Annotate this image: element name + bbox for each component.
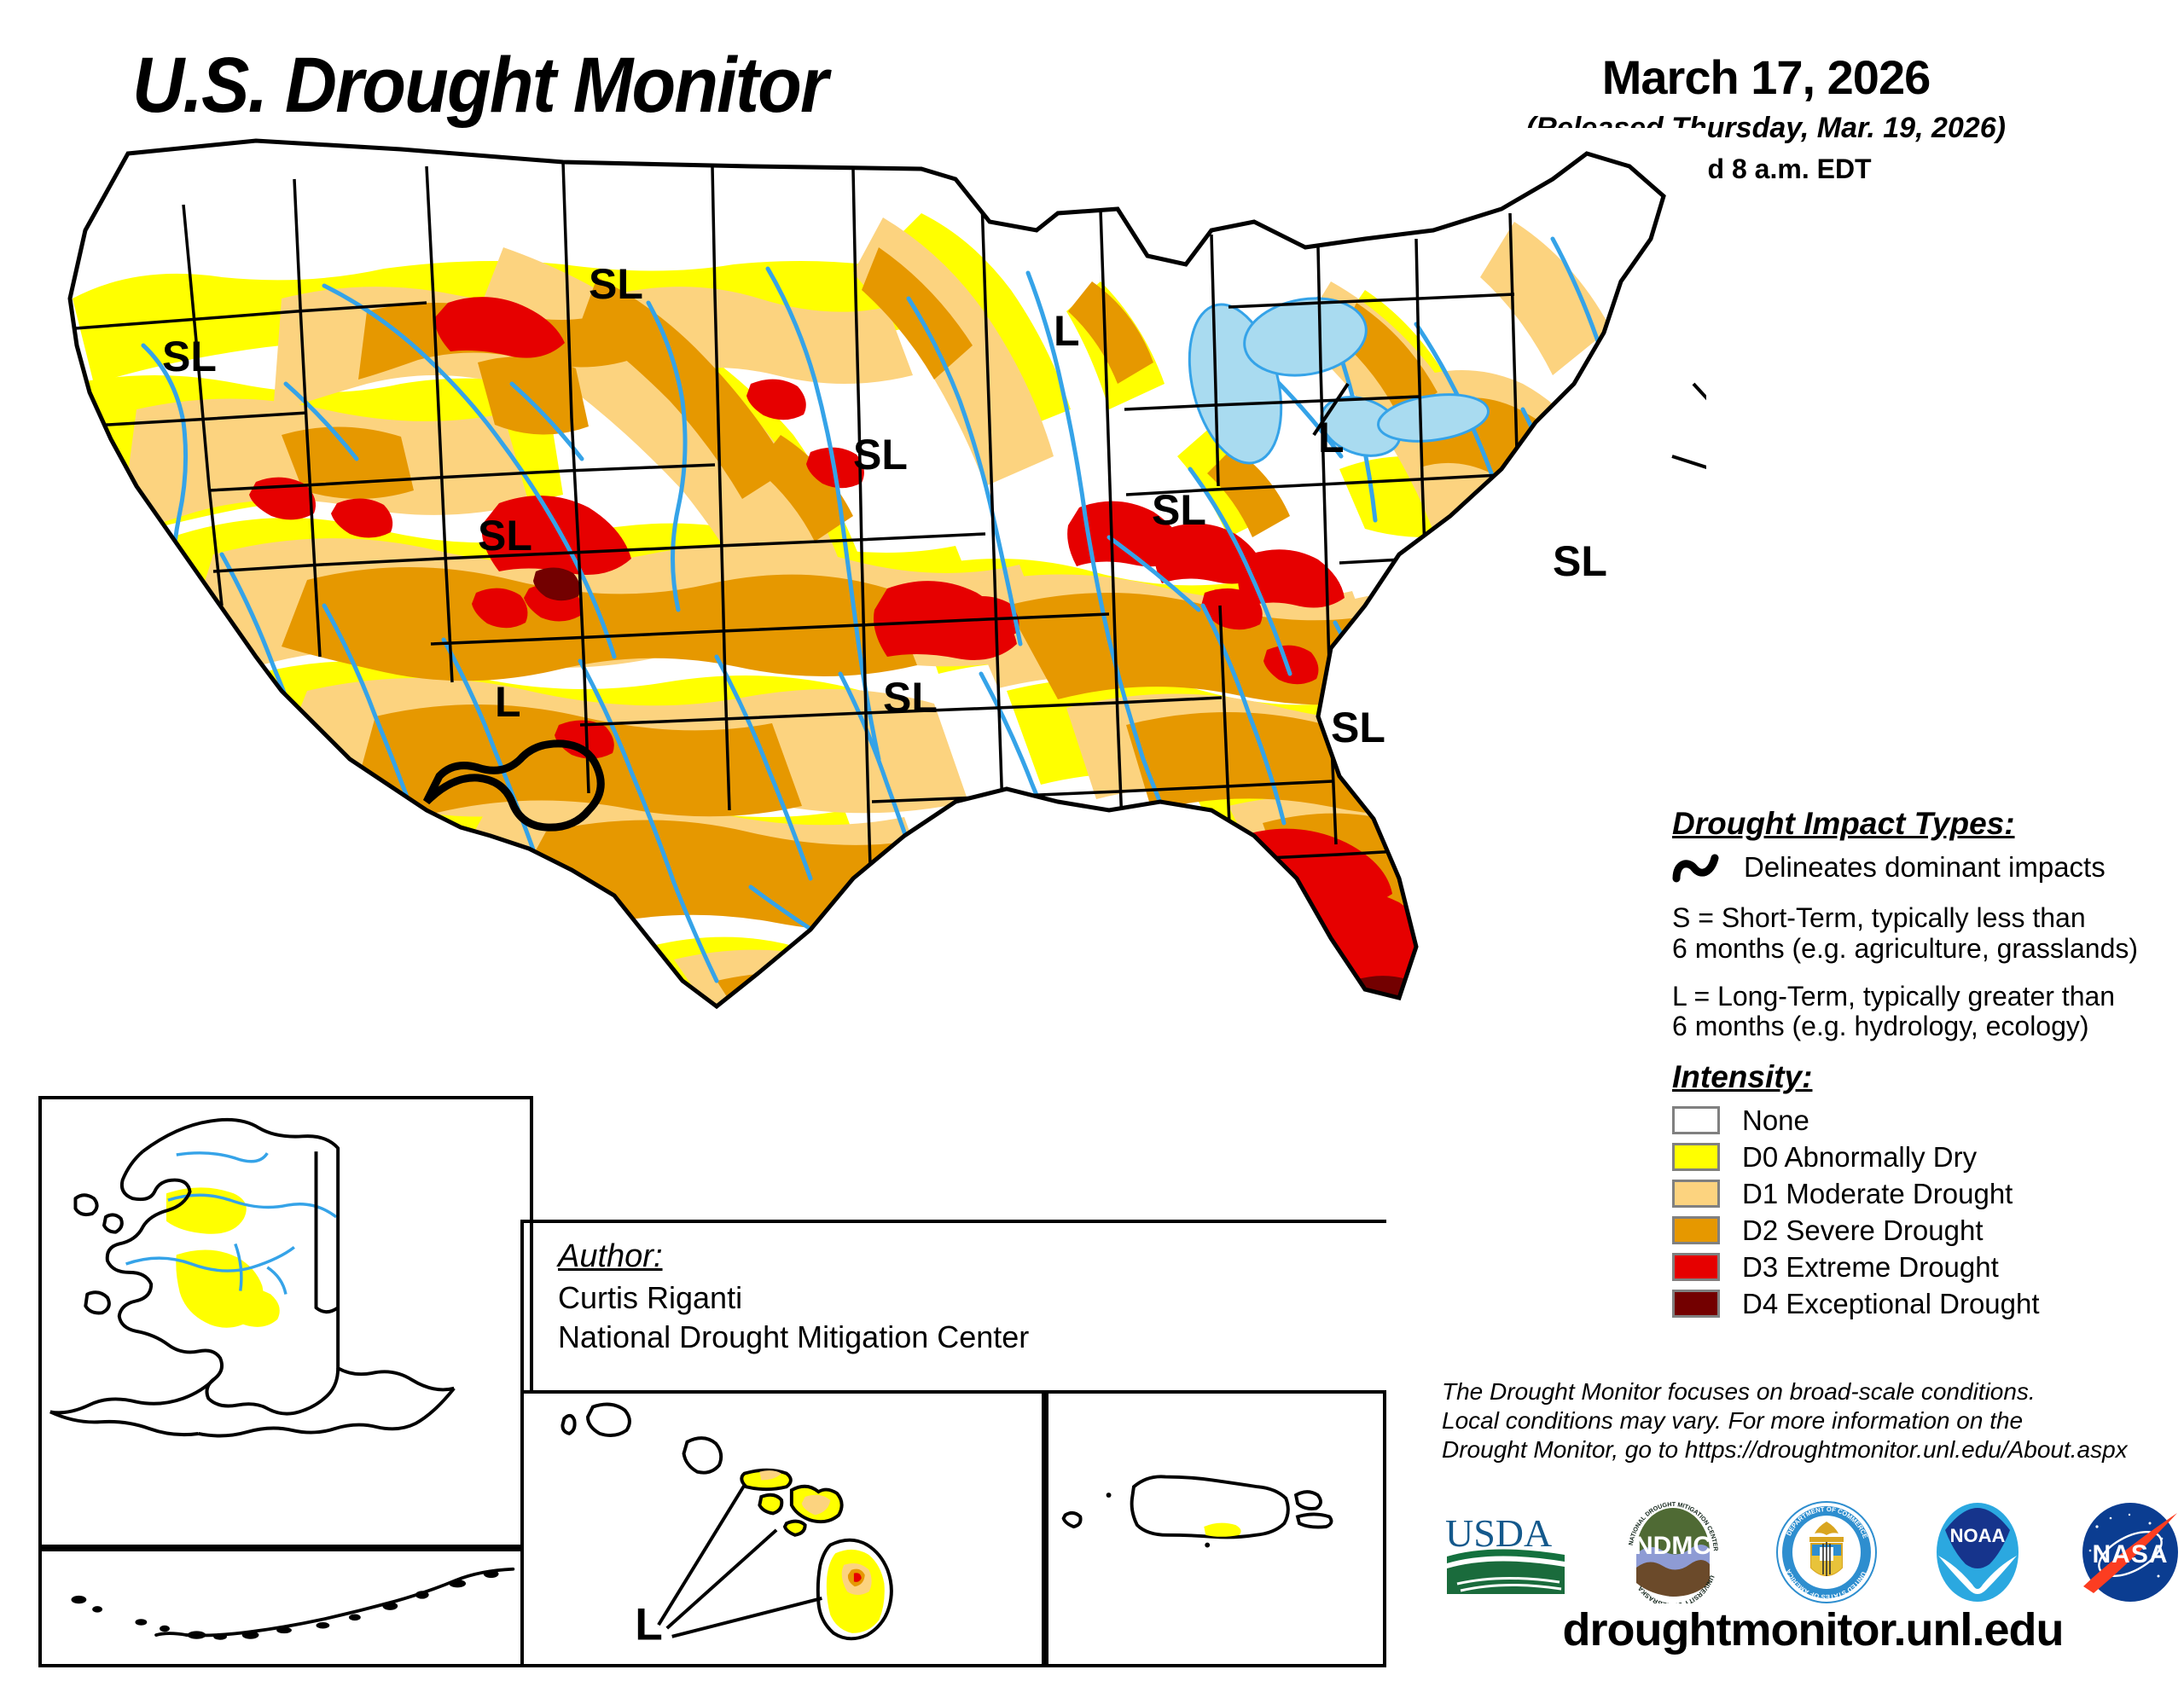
agency-logos: USDA NDMC NATIONAL DROUGHT MITIGATION CE… xyxy=(1442,1501,2184,1603)
map-impact-label-oregon: SL xyxy=(162,333,217,380)
intensity-heading: Intensity: xyxy=(1672,1059,1813,1095)
usda-logo: USDA xyxy=(1445,1511,1565,1594)
intensity-swatch xyxy=(1672,1106,1720,1135)
author-label: Author: xyxy=(558,1238,663,1274)
author-name: Curtis Riganti xyxy=(558,1280,743,1315)
svg-text:NDMC: NDMC xyxy=(1635,1532,1711,1560)
valid-date: March 17, 2026 xyxy=(1601,50,1931,104)
long-term-line2: 6 months (e.g. hydrology, ecology) xyxy=(1672,1011,2089,1042)
intensity-legend-item: D0 Abnormally Dry xyxy=(1672,1139,2175,1175)
intensity-label: D4 Exceptional Drought xyxy=(1742,1287,2040,1319)
intensity-swatch xyxy=(1672,1216,1720,1245)
map-impact-label-utah: SL xyxy=(478,512,532,559)
intensity-legend-item: D3 Extreme Drought xyxy=(1672,1249,2175,1285)
delineates-impacts-row: Delineates dominant impacts xyxy=(1672,850,2175,884)
intensity-label: D2 Severe Drought xyxy=(1742,1214,1984,1246)
squiggle-icon xyxy=(1672,854,1719,883)
page-title: U.S. Drought Monitor xyxy=(132,42,828,129)
intensity-swatch xyxy=(1672,1290,1720,1319)
legend-panel: Drought Impact Types: Delineates dominan… xyxy=(1672,806,2175,1322)
intensity-legend-item: None xyxy=(1672,1102,2175,1139)
short-term-line2: 6 months (e.g. agriculture, grasslands) xyxy=(1672,932,2139,964)
map-impact-label-minnesota: L xyxy=(1054,307,1080,355)
intensity-legend-list: None D0 Abnormally Dry D1 Moderate Drought… xyxy=(1672,1102,2175,1322)
intensity-legend-item: D2 Severe Drought xyxy=(1672,1212,2175,1249)
map-impact-label-texas-north: SL xyxy=(883,674,938,722)
hawaii-inset-map: L xyxy=(520,1390,1045,1667)
short-term-line1: S = Short-Term, typically less than xyxy=(1672,902,2086,933)
map-impact-label-illinois: SL xyxy=(1152,486,1206,534)
aleutian-inset-map xyxy=(38,1548,533,1667)
svg-text:NASA: NASA xyxy=(2092,1540,2168,1568)
hawaii-label-L: L xyxy=(635,1600,663,1650)
svg-text:NOAA: NOAA xyxy=(1949,1525,2005,1546)
delineates-impacts-label: Delineates dominant impacts xyxy=(1744,851,2106,883)
intensity-label: None xyxy=(1742,1104,1809,1136)
disclaimer-text: The Drought Monitor focuses on broad-sca… xyxy=(1442,1377,2184,1464)
intensity-label: D1 Moderate Drought xyxy=(1742,1177,2013,1209)
noaa-logo: NOAA xyxy=(1936,1503,2018,1602)
drought-impact-types-heading: Drought Impact Types: xyxy=(1672,806,2015,841)
intensity-swatch xyxy=(1672,1143,1720,1172)
intensity-label: D0 Abnormally Dry xyxy=(1742,1140,1978,1173)
long-term-line1: L = Long-Term, typically greater than xyxy=(1672,980,2116,1012)
map-impact-label-arizona: L xyxy=(495,678,521,726)
intensity-legend-item: D1 Moderate Drought xyxy=(1672,1175,2175,1212)
long-term-definition: L = Long-Term, typically greater than 6 … xyxy=(1672,980,2175,1043)
intensity-swatch xyxy=(1672,1253,1720,1282)
doc-logo: DEPARTMENT OF COMMERCE UNITED STATES OF … xyxy=(1776,1501,1877,1603)
tribal-boundary xyxy=(422,739,605,832)
nasa-logo: NASA xyxy=(2082,1503,2178,1602)
intensity-legend-item: D4 Exceptional Drought xyxy=(1672,1285,2175,1322)
date-block: March 17, 2026 (Released Thursday, Mar. … xyxy=(1493,49,2039,185)
disclaimer-line-3: Drought Monitor, go to https://droughtmo… xyxy=(1442,1436,2128,1464)
alaska-inset-map xyxy=(38,1096,533,1548)
intensity-swatch xyxy=(1672,1180,1720,1209)
ndmc-logo: NDMC NATIONAL DROUGHT MITIGATION CENTER … xyxy=(1623,1501,1722,1603)
author-box: Author: Curtis Riganti National Drought … xyxy=(520,1220,1386,1390)
map-impact-labels: SLSLLSLSLSLLSLLSLSLLSL xyxy=(162,260,1607,751)
map-impact-label-nebraska: SL xyxy=(853,431,908,478)
map-impact-label-montana: SL xyxy=(589,260,643,308)
conus-drought-map: SLSLLSLSLSLLSLLSLSLLSL xyxy=(0,128,1706,1339)
website-url: droughtmonitor.unl.edu xyxy=(1562,1604,2065,1655)
intensity-label: D3 Extreme Drought xyxy=(1742,1250,1999,1283)
author-org: National Drought Mitigation Center xyxy=(558,1319,1030,1354)
svg-text:USDA: USDA xyxy=(1445,1511,1552,1555)
disclaimer-line-1: The Drought Monitor focuses on broad-sca… xyxy=(1442,1378,2036,1405)
map-impact-label-virginia: SL xyxy=(1553,537,1607,585)
puerto-rico-inset-map xyxy=(1045,1390,1386,1667)
disclaimer-line-2: Local conditions may vary. For more info… xyxy=(1442,1407,2024,1435)
short-term-definition: S = Short-Term, typically less than 6 mo… xyxy=(1672,902,2175,965)
label-leader-lines xyxy=(1312,382,1706,469)
map-impact-label-alabama: SL xyxy=(1331,704,1385,751)
